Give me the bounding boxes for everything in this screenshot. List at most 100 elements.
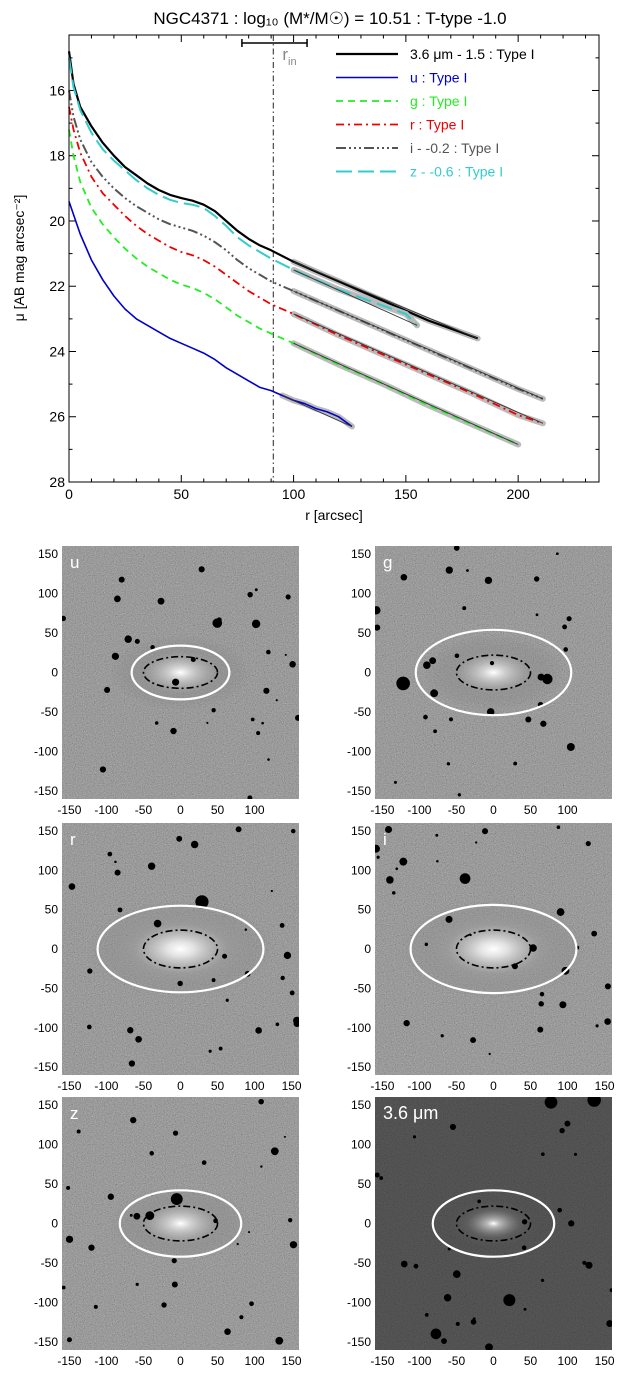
masked-source — [293, 1020, 299, 1028]
masked-source — [555, 552, 559, 556]
masked-source — [535, 613, 539, 617]
y-tick-label: 22 — [49, 278, 65, 294]
masked-source — [435, 833, 439, 837]
masked-source — [470, 1037, 477, 1044]
panel-x-tick-label: 50 — [524, 803, 538, 817]
series-fit-line — [293, 269, 418, 326]
masked-source — [117, 907, 123, 913]
masked-source — [66, 1337, 72, 1343]
y-tick-label: 20 — [49, 213, 65, 229]
panel-x-tick-label: -100 — [407, 1354, 431, 1368]
image-panel-1: g 150 100 50 0 -50 -100 -150 -150 -100 -50 0 50 100 — [347, 546, 612, 817]
masked-source — [454, 653, 460, 659]
panel-y-tick-label: -150 — [347, 784, 371, 798]
panel-y-tick-label: -150 — [34, 1335, 58, 1349]
panel-x-tick-label: 150 — [595, 1354, 615, 1368]
panel-x-tick-label: -50 — [135, 1354, 153, 1368]
masked-source — [218, 1046, 223, 1051]
masked-source — [258, 1098, 264, 1105]
plot-title: NGC4371 : log₁₀ (M*/M☉) = 10.51 : T-type… — [153, 9, 506, 28]
panel-y-tick-label: 0 — [364, 666, 371, 680]
masked-source — [477, 1199, 481, 1204]
masked-source — [157, 597, 165, 605]
masked-source — [452, 1270, 461, 1279]
masked-source — [573, 1152, 578, 1156]
masked-source — [250, 717, 255, 722]
masked-source — [538, 1001, 544, 1007]
panel-y-tick-label: -50 — [354, 1256, 372, 1270]
series-line-0 — [67, 51, 479, 340]
masked-source — [107, 851, 113, 857]
masked-source — [263, 687, 270, 694]
masked-source — [266, 649, 271, 655]
x-tick-label: 100 — [282, 486, 306, 502]
outer-ellipse — [130, 644, 231, 701]
panel-band-label: z — [70, 1104, 79, 1123]
outer-ellipse — [96, 904, 265, 994]
masked-source — [206, 721, 209, 725]
panel-x-tick-label: -150 — [57, 1354, 81, 1368]
masked-source — [172, 1130, 179, 1136]
y-tick-label: 26 — [49, 409, 65, 425]
masked-source — [289, 1241, 298, 1249]
masked-source — [213, 1218, 218, 1224]
panel-y-tick-label: 50 — [45, 626, 59, 640]
masked-source — [128, 1060, 136, 1067]
masked-source — [170, 727, 177, 735]
masked-source — [413, 1263, 419, 1269]
panel-band-label: u — [70, 553, 79, 572]
panel-y-tick-label: 150 — [351, 1098, 371, 1112]
masked-source — [284, 653, 287, 656]
masked-source — [127, 1027, 134, 1034]
panel-x-tick-label: 150 — [282, 1354, 302, 1368]
masked-source — [133, 1212, 141, 1220]
image-panel-4: z 150 100 50 0 -50 -100 -150 -150 -100 -50 0 50 100 15… — [34, 1097, 302, 1368]
outer-ellipse — [431, 1189, 556, 1258]
panel-y-tick-label: -100 — [34, 1021, 58, 1035]
y-tick-label: 24 — [49, 343, 65, 359]
masked-source — [453, 546, 460, 551]
masked-source — [176, 835, 183, 842]
masked-source — [559, 1127, 565, 1134]
panel-x-tick-label: -50 — [448, 803, 466, 817]
series-line-1 — [68, 201, 353, 428]
masked-source — [195, 895, 209, 909]
masked-source — [533, 576, 540, 582]
panel-y-tick-label: -150 — [347, 1335, 371, 1349]
masked-source — [557, 1207, 563, 1213]
masked-source — [485, 1343, 493, 1350]
masked-source — [443, 1294, 452, 1302]
masked-source — [430, 1328, 442, 1340]
panel-y-tick-label: 0 — [364, 1217, 371, 1231]
masked-source — [459, 873, 471, 884]
series-fit-line — [293, 290, 544, 400]
masked-source — [429, 657, 437, 665]
masked-source — [393, 780, 397, 784]
masked-source — [503, 1294, 516, 1307]
masked-source — [129, 1213, 133, 1217]
panel-x-tick-label: -150 — [57, 803, 81, 817]
panel-y-tick-label: -100 — [347, 1296, 371, 1310]
panel-y-tick-label: -50 — [354, 981, 372, 995]
masked-source — [114, 595, 121, 603]
masked-source — [395, 867, 399, 871]
masked-source — [255, 1027, 262, 1034]
masked-source — [256, 731, 261, 736]
masked-source — [375, 844, 380, 853]
outer-ellipse — [118, 1189, 243, 1258]
masked-source — [93, 1304, 98, 1309]
masked-source — [154, 721, 159, 725]
masked-source — [521, 1245, 527, 1251]
panel-x-tick-label: -50 — [135, 1079, 153, 1093]
masked-source — [86, 1024, 92, 1030]
masked-source — [153, 919, 162, 928]
masked-source — [568, 1220, 575, 1227]
panel-y-tick-label: 50 — [45, 903, 59, 917]
image-panel-5: 3.6 μm 150 100 50 0 -50 -100 -150 -150 -100 -50 0 50… — [347, 1097, 615, 1368]
masked-source — [604, 983, 611, 990]
panel-x-tick-label: 50 — [211, 803, 225, 817]
panel-y-tick-label: -50 — [41, 1256, 59, 1270]
panel-x-tick-label: 0 — [490, 1079, 497, 1093]
masked-source — [114, 869, 121, 876]
